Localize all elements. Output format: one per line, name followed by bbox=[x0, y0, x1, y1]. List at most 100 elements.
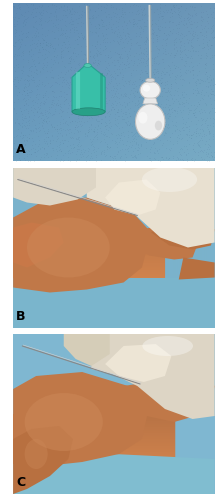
Point bbox=[52, 52, 56, 60]
Point bbox=[73, 124, 77, 132]
Point bbox=[85, 4, 88, 12]
Point bbox=[57, 24, 60, 32]
Point bbox=[43, 45, 46, 53]
Point bbox=[212, 115, 216, 123]
Point bbox=[41, 116, 45, 124]
Point bbox=[103, 87, 106, 95]
Point bbox=[42, 36, 46, 44]
Point bbox=[41, 124, 45, 132]
Point bbox=[187, 94, 191, 102]
Point bbox=[173, 78, 176, 86]
Point bbox=[187, 10, 191, 18]
Point bbox=[178, 44, 182, 52]
Point bbox=[212, 33, 216, 41]
Point bbox=[70, 6, 74, 14]
Point bbox=[70, 66, 73, 74]
Point bbox=[113, 110, 117, 118]
Point bbox=[49, 82, 53, 90]
Point bbox=[122, 116, 126, 124]
Point bbox=[179, 128, 182, 136]
Point bbox=[80, 150, 84, 158]
Point bbox=[49, 55, 53, 63]
Point bbox=[131, 20, 135, 28]
Point bbox=[120, 54, 124, 62]
Point bbox=[41, 120, 44, 128]
Point bbox=[171, 9, 174, 17]
Point bbox=[78, 10, 81, 18]
Point bbox=[136, 140, 140, 147]
Point bbox=[59, 148, 63, 156]
Point bbox=[21, 36, 24, 44]
Point bbox=[27, 80, 30, 88]
Point bbox=[21, 47, 24, 55]
Point bbox=[35, 124, 38, 132]
Point bbox=[26, 146, 30, 154]
Point bbox=[109, 47, 112, 55]
Point bbox=[76, 134, 80, 141]
Point bbox=[130, 8, 134, 16]
Point bbox=[207, 128, 210, 136]
Point bbox=[155, 148, 159, 156]
Point bbox=[124, 145, 127, 153]
Point bbox=[45, 61, 49, 69]
Point bbox=[27, 130, 31, 138]
Point bbox=[91, 94, 94, 102]
Point bbox=[34, 18, 38, 25]
Point bbox=[26, 72, 29, 80]
Point bbox=[191, 145, 195, 153]
Point bbox=[152, 129, 155, 137]
Point bbox=[95, 38, 98, 46]
Point bbox=[28, 112, 31, 120]
Point bbox=[170, 58, 174, 66]
Point bbox=[154, 68, 158, 76]
Point bbox=[194, 11, 197, 19]
Point bbox=[145, 144, 148, 152]
Point bbox=[97, 90, 101, 98]
Point bbox=[16, 63, 19, 71]
Point bbox=[86, 26, 89, 34]
Point bbox=[37, 119, 41, 127]
Point bbox=[200, 132, 203, 140]
Point bbox=[16, 44, 19, 52]
Point bbox=[44, 46, 47, 54]
Point bbox=[69, 6, 72, 14]
Point bbox=[160, 87, 164, 95]
Point bbox=[34, 4, 37, 12]
Point bbox=[152, 28, 156, 36]
Point bbox=[93, 8, 97, 16]
Polygon shape bbox=[87, 168, 215, 248]
Point bbox=[121, 13, 125, 21]
Point bbox=[19, 35, 22, 43]
Point bbox=[51, 96, 54, 104]
Point bbox=[211, 134, 215, 142]
Point bbox=[178, 53, 182, 61]
Point bbox=[72, 18, 75, 25]
Point bbox=[61, 108, 65, 116]
Polygon shape bbox=[105, 180, 160, 216]
Point bbox=[125, 108, 128, 116]
Point bbox=[191, 32, 195, 40]
Point bbox=[87, 124, 91, 132]
Point bbox=[186, 27, 190, 35]
Point bbox=[57, 4, 60, 12]
Point bbox=[14, 38, 17, 46]
Point bbox=[26, 28, 29, 36]
Point bbox=[78, 150, 82, 158]
Point bbox=[77, 128, 80, 136]
Point bbox=[144, 57, 147, 65]
Point bbox=[178, 46, 181, 54]
Point bbox=[124, 90, 127, 98]
Point bbox=[193, 157, 196, 165]
Point bbox=[72, 44, 75, 52]
Point bbox=[53, 110, 56, 118]
Point bbox=[12, 152, 15, 160]
Point bbox=[27, 72, 31, 80]
Point bbox=[172, 52, 175, 60]
Point bbox=[203, 155, 206, 163]
Point bbox=[48, 109, 51, 117]
Point bbox=[69, 144, 73, 152]
Point bbox=[186, 53, 190, 61]
Point bbox=[121, 22, 124, 30]
Point bbox=[207, 121, 210, 129]
Point bbox=[135, 138, 138, 145]
